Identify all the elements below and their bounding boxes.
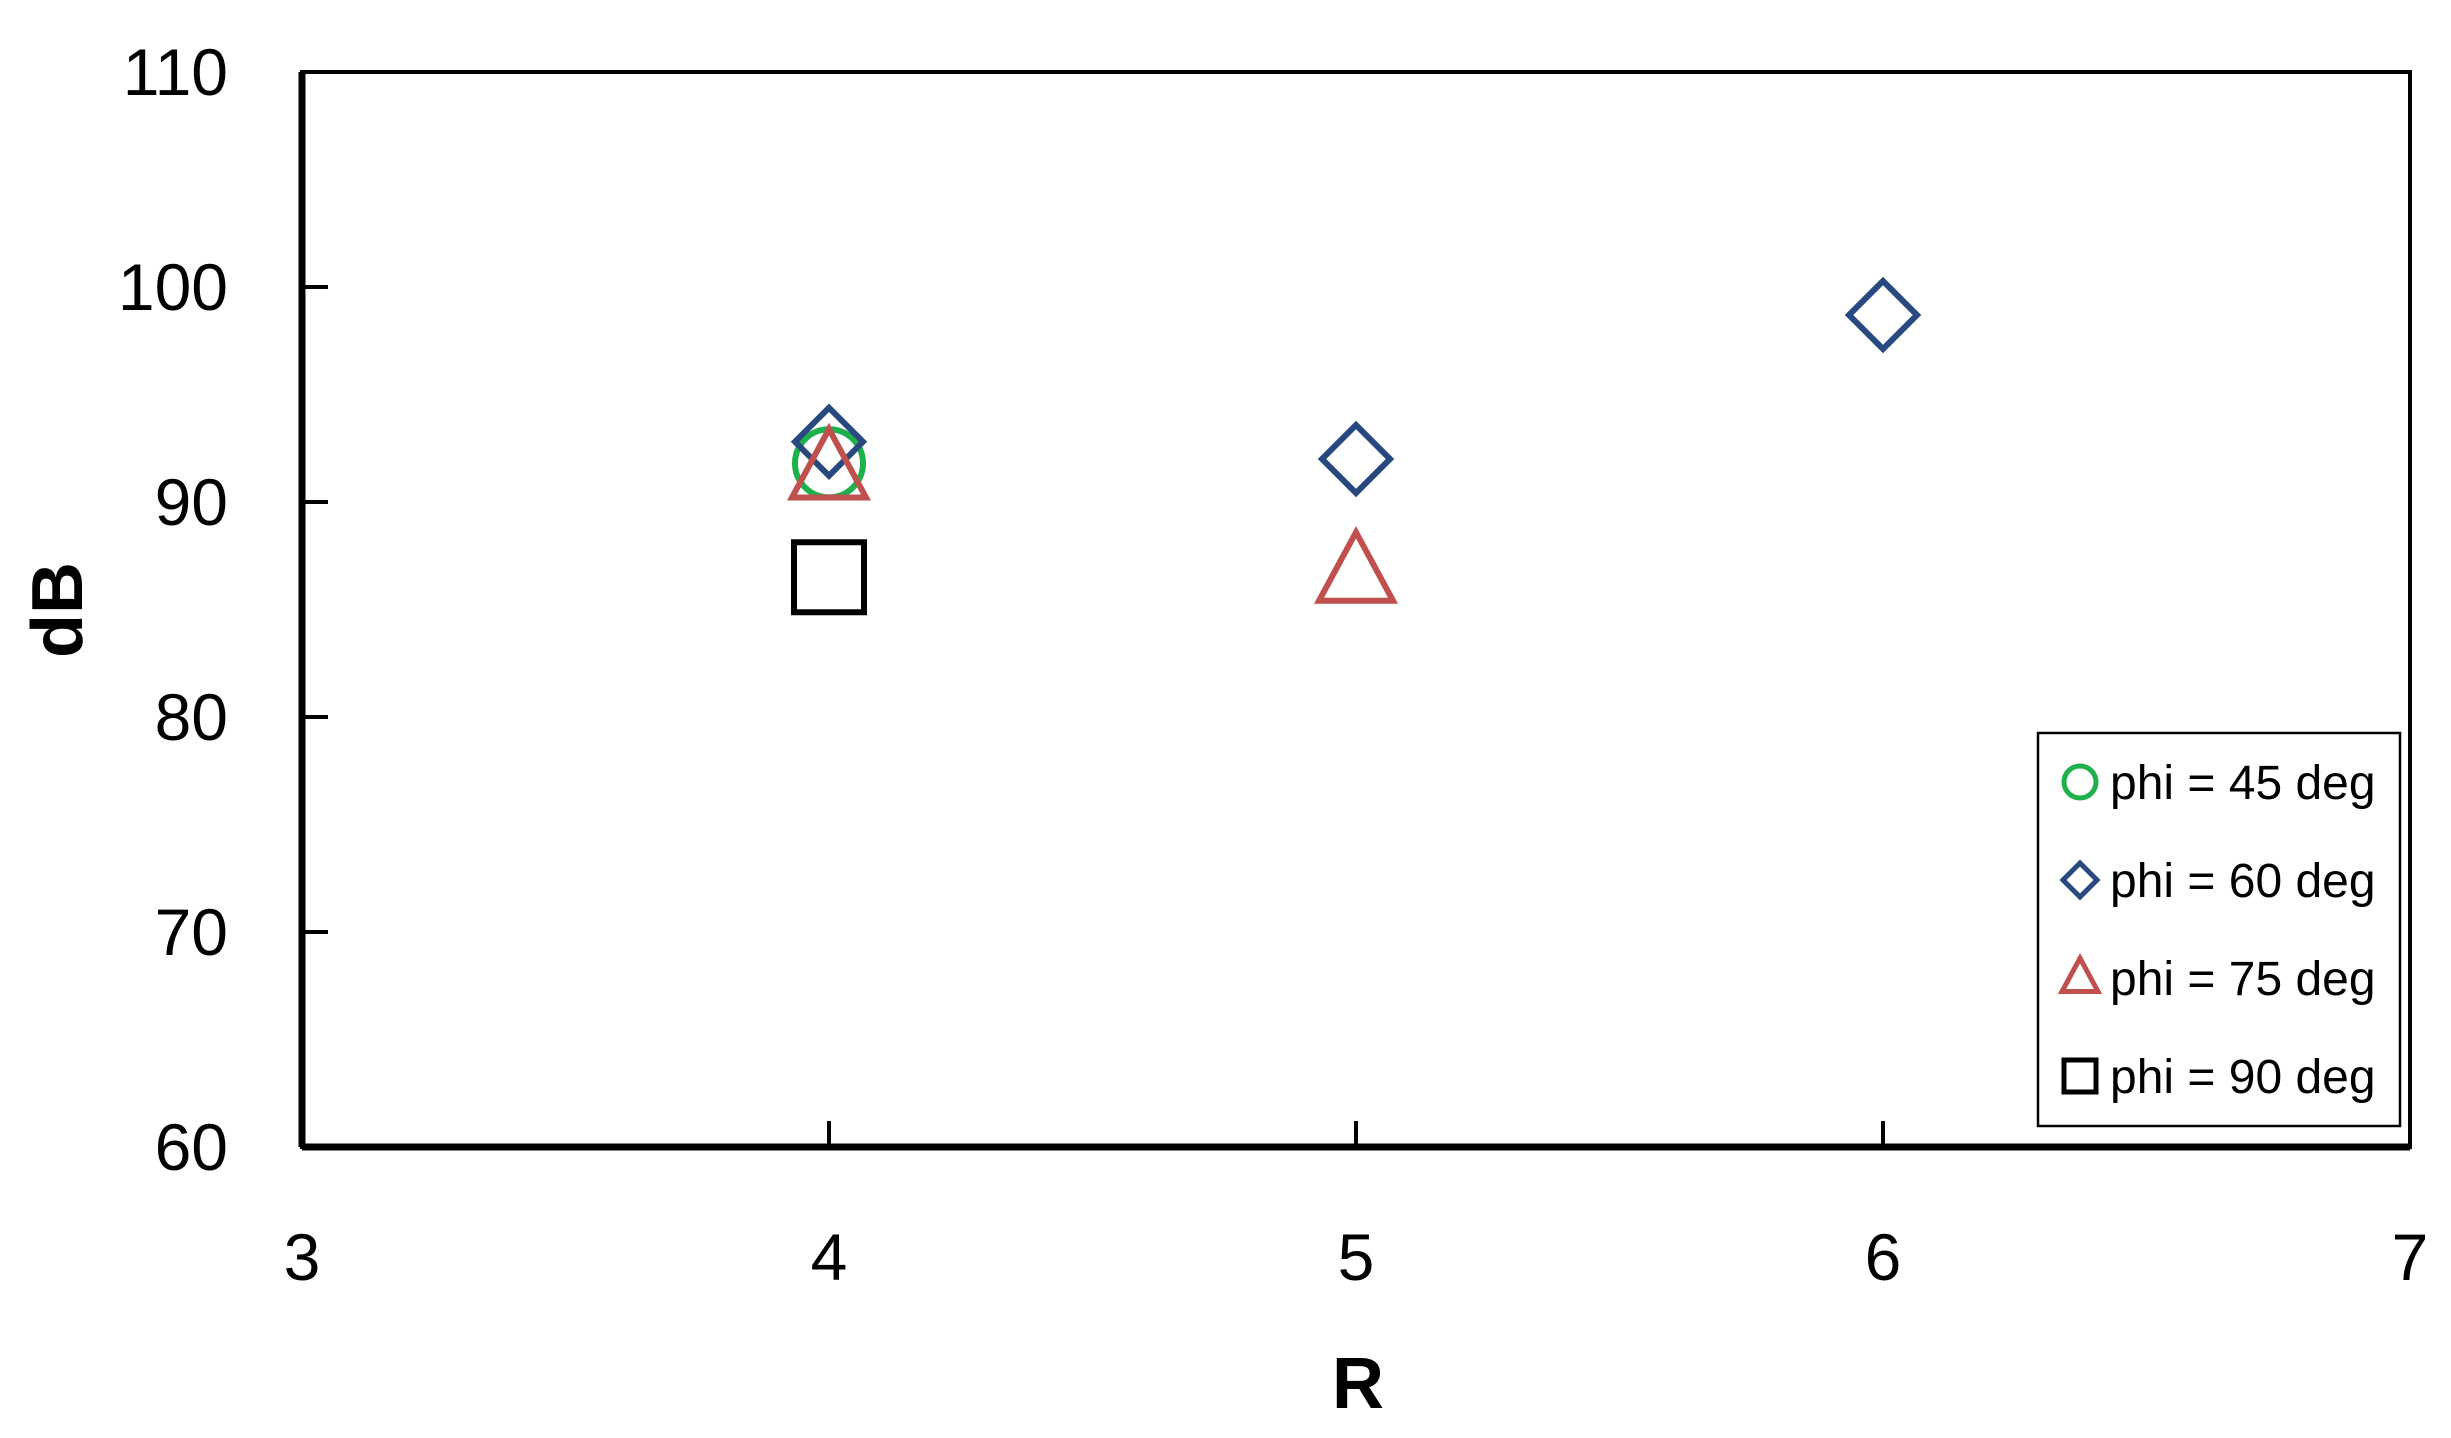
y-tick-label: 70 bbox=[155, 895, 228, 969]
legend-items: phi = 45 deg phi = 60 deg phi = 75 deg phi … bbox=[2057, 757, 2376, 1104]
y-tick-label: 90 bbox=[155, 465, 228, 539]
y-tick-label: 80 bbox=[155, 680, 228, 754]
y-axis-title: dB bbox=[18, 562, 98, 658]
legend-label: phi = 90 deg bbox=[2110, 1051, 2376, 1104]
circle-legend-icon bbox=[2061, 763, 2099, 801]
diamond-legend-icon bbox=[2059, 859, 2101, 901]
diamond-data-point bbox=[790, 403, 868, 481]
legend-label: phi = 75 deg bbox=[2110, 953, 2376, 1006]
triangle-legend-icon bbox=[2057, 952, 2103, 994]
data-points bbox=[786, 276, 1922, 616]
legend-label: phi = 45 deg bbox=[2110, 757, 2376, 810]
x-axis-title: R bbox=[1332, 1344, 1384, 1424]
legend: phi = 45 deg phi = 60 deg phi = 75 deg phi … bbox=[2036, 731, 2402, 1128]
square-data-point bbox=[791, 539, 867, 616]
circle-data-point bbox=[792, 426, 866, 501]
x-tick-label: 5 bbox=[1338, 1220, 1375, 1294]
triangle-data-point bbox=[1313, 525, 1399, 604]
diamond-data-point bbox=[1317, 420, 1395, 498]
y-tick-label: 110 bbox=[123, 35, 228, 109]
y-axis-ticks: 60 70 80 90 100 110 bbox=[118, 35, 328, 1184]
x-tick-label: 3 bbox=[284, 1220, 321, 1294]
x-tick-label: 7 bbox=[2392, 1220, 2429, 1294]
y-tick-label: 100 bbox=[118, 250, 228, 324]
x-tick-label: 4 bbox=[811, 1220, 848, 1294]
triangle-data-point bbox=[786, 422, 872, 501]
x-axis-ticks: 3 4 5 6 7 bbox=[284, 1121, 2429, 1294]
diamond-data-point bbox=[1844, 276, 1922, 354]
square-legend-icon bbox=[2061, 1057, 2099, 1095]
legend-label: phi = 60 deg bbox=[2110, 855, 2376, 908]
y-tick-label: 60 bbox=[155, 1110, 228, 1184]
x-tick-label: 6 bbox=[1865, 1220, 1902, 1294]
